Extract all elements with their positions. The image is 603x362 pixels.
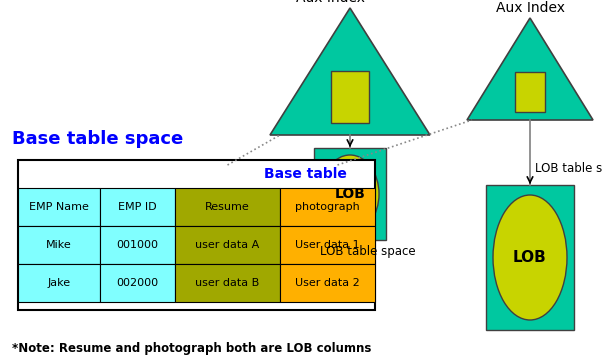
Text: Base table space: Base table space	[12, 130, 183, 148]
Bar	[331, 71, 369, 123]
Text: Resume: Resume	[205, 202, 250, 212]
Text: user data A: user data A	[195, 240, 260, 250]
Text: Aux Index: Aux Index	[295, 0, 364, 5]
Bar	[280, 226, 375, 264]
Text: Mike: Mike	[46, 240, 72, 250]
Ellipse shape	[493, 195, 567, 320]
Text: 001000: 001000	[116, 240, 159, 250]
Bar	[486, 185, 574, 330]
Text: LOB: LOB	[513, 250, 547, 265]
Text: LOB: LOB	[335, 187, 365, 201]
Bar	[100, 188, 175, 226]
Text: User data 1: User data 1	[295, 240, 360, 250]
Text: Base table: Base table	[264, 167, 347, 181]
Bar	[100, 264, 175, 302]
Text: EMP ID: EMP ID	[118, 202, 157, 212]
Text: photograph: photograph	[295, 202, 360, 212]
Bar	[175, 188, 280, 226]
Text: user data B: user data B	[195, 278, 260, 288]
Bar	[175, 264, 280, 302]
Bar	[100, 226, 175, 264]
Bar	[18, 264, 100, 302]
Text: LOB table space: LOB table space	[320, 245, 416, 258]
Text: 002000: 002000	[116, 278, 159, 288]
Bar	[18, 226, 100, 264]
Text: User data 2: User data 2	[295, 278, 360, 288]
Polygon shape	[467, 18, 593, 120]
Text: EMP Name: EMP Name	[29, 202, 89, 212]
Bar	[18, 188, 100, 226]
Ellipse shape	[321, 155, 379, 233]
Polygon shape	[270, 8, 430, 135]
Bar	[515, 72, 545, 112]
Bar	[18, 160, 375, 310]
Text: Aux Index: Aux Index	[496, 1, 564, 15]
Bar	[175, 226, 280, 264]
Bar	[280, 264, 375, 302]
Bar	[280, 188, 375, 226]
Text: *Note: Resume and photograph both are LOB columns: *Note: Resume and photograph both are LO…	[12, 342, 371, 355]
Text: LOB table space: LOB table space	[535, 162, 603, 175]
Text: Jake: Jake	[48, 278, 71, 288]
Bar	[314, 148, 386, 240]
